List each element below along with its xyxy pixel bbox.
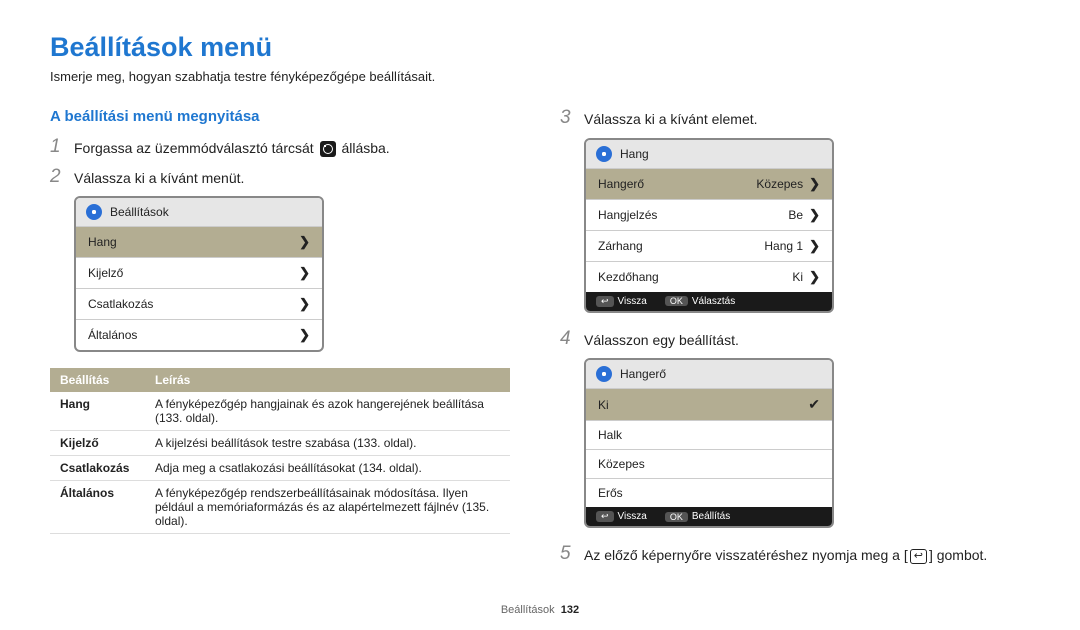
- volume-option-label: Közepes: [598, 457, 645, 471]
- sound-row-label: Hangjelzés: [598, 208, 657, 222]
- ok-chip-icon: OK: [665, 512, 688, 522]
- ok-chip-icon: OK: [665, 296, 688, 306]
- page-intro: Ismerje meg, hogyan szabhatja testre fén…: [50, 69, 1030, 84]
- chevron-right-icon: ❯: [809, 269, 820, 285]
- volume-option-label: Erős: [598, 486, 623, 500]
- footer-back-label: Vissza: [618, 296, 647, 307]
- step-number: 5: [560, 544, 576, 563]
- menu-item-hang[interactable]: Hang ❯: [76, 226, 322, 257]
- setting-name: Általános: [50, 481, 145, 534]
- right-column: 3 Válassza ki a kívánt elemet. Hang Hang…: [560, 108, 1030, 574]
- panel-footer: ↩ Vissza OK Választás: [586, 292, 832, 311]
- menu-item-label: Kijelző: [88, 266, 123, 280]
- table-row: Hang A fényképezőgép hangjainak és azok …: [50, 392, 510, 431]
- panel-footer: ↩ Vissza OK Beállítás: [586, 507, 832, 526]
- settings-menu-panel: Beállítások Hang ❯ Kijelző ❯ Csatlakozás…: [74, 196, 324, 352]
- col-header-desc: Leírás: [145, 368, 510, 392]
- sound-row-value: Ki: [792, 270, 803, 284]
- sound-row-value: Hang 1: [764, 239, 803, 253]
- section-subheading: A beállítási menü megnyitása: [50, 108, 520, 125]
- footer-ok-label: Beállítás: [692, 511, 730, 522]
- step1-text-post: állásba.: [341, 140, 389, 156]
- dial-icon: [86, 204, 102, 220]
- sound-menu-panel: Hang Hangerő Közepes ❯ Hangjelzés Be ❯ Zár…: [584, 138, 834, 313]
- col-header-setting: Beállítás: [50, 368, 145, 392]
- menu-item-label: Hang: [88, 235, 117, 249]
- step5-text-pre: Az előző képernyőre visszatéréshez nyomj…: [584, 547, 908, 563]
- sound-row-value: Közepes: [756, 177, 803, 191]
- sound-menu-title: Hang: [620, 147, 649, 161]
- chevron-right-icon: ❯: [809, 207, 820, 223]
- setting-desc: Adja meg a csatlakozási beállításokat (1…: [145, 456, 510, 481]
- chevron-right-icon: ❯: [809, 176, 820, 192]
- table-row: Általános A fényképezőgép rendszerbeállí…: [50, 481, 510, 534]
- volume-option-label: Halk: [598, 428, 622, 442]
- sound-row-zarhang[interactable]: Zárhang Hang 1 ❯: [586, 230, 832, 261]
- dial-icon: [596, 146, 612, 162]
- page-title: Beállítások menü: [50, 32, 1030, 63]
- step-number: 1: [50, 137, 66, 156]
- page-footer: Beállítások 132: [0, 604, 1080, 616]
- setting-desc: A kijelzési beállítások testre szabása (…: [145, 431, 510, 456]
- settings-menu-title: Beállítások: [110, 205, 169, 219]
- menu-item-label: Csatlakozás: [88, 297, 153, 311]
- step-3: 3 Válassza ki a kívánt elemet.: [560, 108, 1030, 130]
- settings-description-table: Beállítás Leírás Hang A fényképezőgép ha…: [50, 368, 510, 534]
- menu-item-altalanos[interactable]: Általános ❯: [76, 319, 322, 350]
- volume-option-halk[interactable]: Halk: [586, 420, 832, 449]
- left-column: A beállítási menü megnyitása 1 Forgassa …: [50, 108, 520, 574]
- step1-text-pre: Forgassa az üzemmódválasztó tárcsát: [74, 140, 318, 156]
- sound-row-value: Be: [788, 208, 803, 222]
- step-number: 2: [50, 167, 66, 186]
- volume-option-ki[interactable]: Ki ✔: [586, 388, 832, 420]
- sound-row-hangjelzes[interactable]: Hangjelzés Be ❯: [586, 199, 832, 230]
- menu-item-csatlakozas[interactable]: Csatlakozás ❯: [76, 288, 322, 319]
- chevron-right-icon: ❯: [299, 234, 310, 250]
- sound-row-label: Zárhang: [598, 239, 643, 253]
- step-number: 3: [560, 108, 576, 127]
- menu-item-kijelzo[interactable]: Kijelző ❯: [76, 257, 322, 288]
- sound-row-hangero[interactable]: Hangerő Közepes ❯: [586, 168, 832, 199]
- step-5: 5 Az előző képernyőre visszatéréshez nyo…: [560, 544, 1030, 566]
- step-number: 4: [560, 329, 576, 348]
- volume-menu-panel: Hangerő Ki ✔ Halk Közepes Erős ↩ Vissza O…: [584, 358, 834, 528]
- footer-page-number: 132: [561, 604, 579, 616]
- volume-option-kozepes[interactable]: Közepes: [586, 449, 832, 478]
- step-4: 4 Válasszon egy beállítást.: [560, 329, 1030, 351]
- table-row: Kijelző A kijelzési beállítások testre s…: [50, 431, 510, 456]
- check-icon: ✔: [808, 396, 820, 413]
- sound-row-kezdohang[interactable]: Kezdőhang Ki ❯: [586, 261, 832, 292]
- table-row: Csatlakozás Adja meg a csatlakozási beál…: [50, 456, 510, 481]
- gear-icon: [320, 141, 336, 157]
- volume-option-label: Ki: [598, 398, 609, 412]
- chevron-right-icon: ❯: [299, 327, 310, 343]
- step5-text-post: ] gombot.: [929, 547, 987, 563]
- sound-row-label: Kezdőhang: [598, 270, 659, 284]
- chevron-right-icon: ❯: [299, 265, 310, 281]
- back-chip-icon: ↩: [596, 296, 614, 307]
- step4-text: Válasszon egy beállítást.: [584, 329, 739, 351]
- setting-name: Hang: [50, 392, 145, 431]
- volume-option-eros[interactable]: Erős: [586, 478, 832, 507]
- setting-name: Csatlakozás: [50, 456, 145, 481]
- dial-icon: [596, 366, 612, 382]
- return-button-icon: ↩: [910, 549, 927, 564]
- chevron-right-icon: ❯: [299, 296, 310, 312]
- setting-name: Kijelző: [50, 431, 145, 456]
- footer-section: Beállítások: [501, 604, 555, 616]
- footer-ok-label: Választás: [692, 296, 735, 307]
- step2-text: Válassza ki a kívánt menüt.: [74, 167, 244, 189]
- sound-row-label: Hangerő: [598, 177, 644, 191]
- volume-menu-title: Hangerő: [620, 367, 666, 381]
- back-chip-icon: ↩: [596, 511, 614, 522]
- step-2: 2 Válassza ki a kívánt menüt.: [50, 167, 520, 189]
- step3-text: Válassza ki a kívánt elemet.: [584, 108, 758, 130]
- setting-desc: A fényképezőgép hangjainak és azok hange…: [145, 392, 510, 431]
- setting-desc: A fényképezőgép rendszerbeállításainak m…: [145, 481, 510, 534]
- menu-item-label: Általános: [88, 328, 137, 342]
- step-1: 1 Forgassa az üzemmódválasztó tárcsát ál…: [50, 137, 520, 159]
- chevron-right-icon: ❯: [809, 238, 820, 254]
- footer-back-label: Vissza: [618, 511, 647, 522]
